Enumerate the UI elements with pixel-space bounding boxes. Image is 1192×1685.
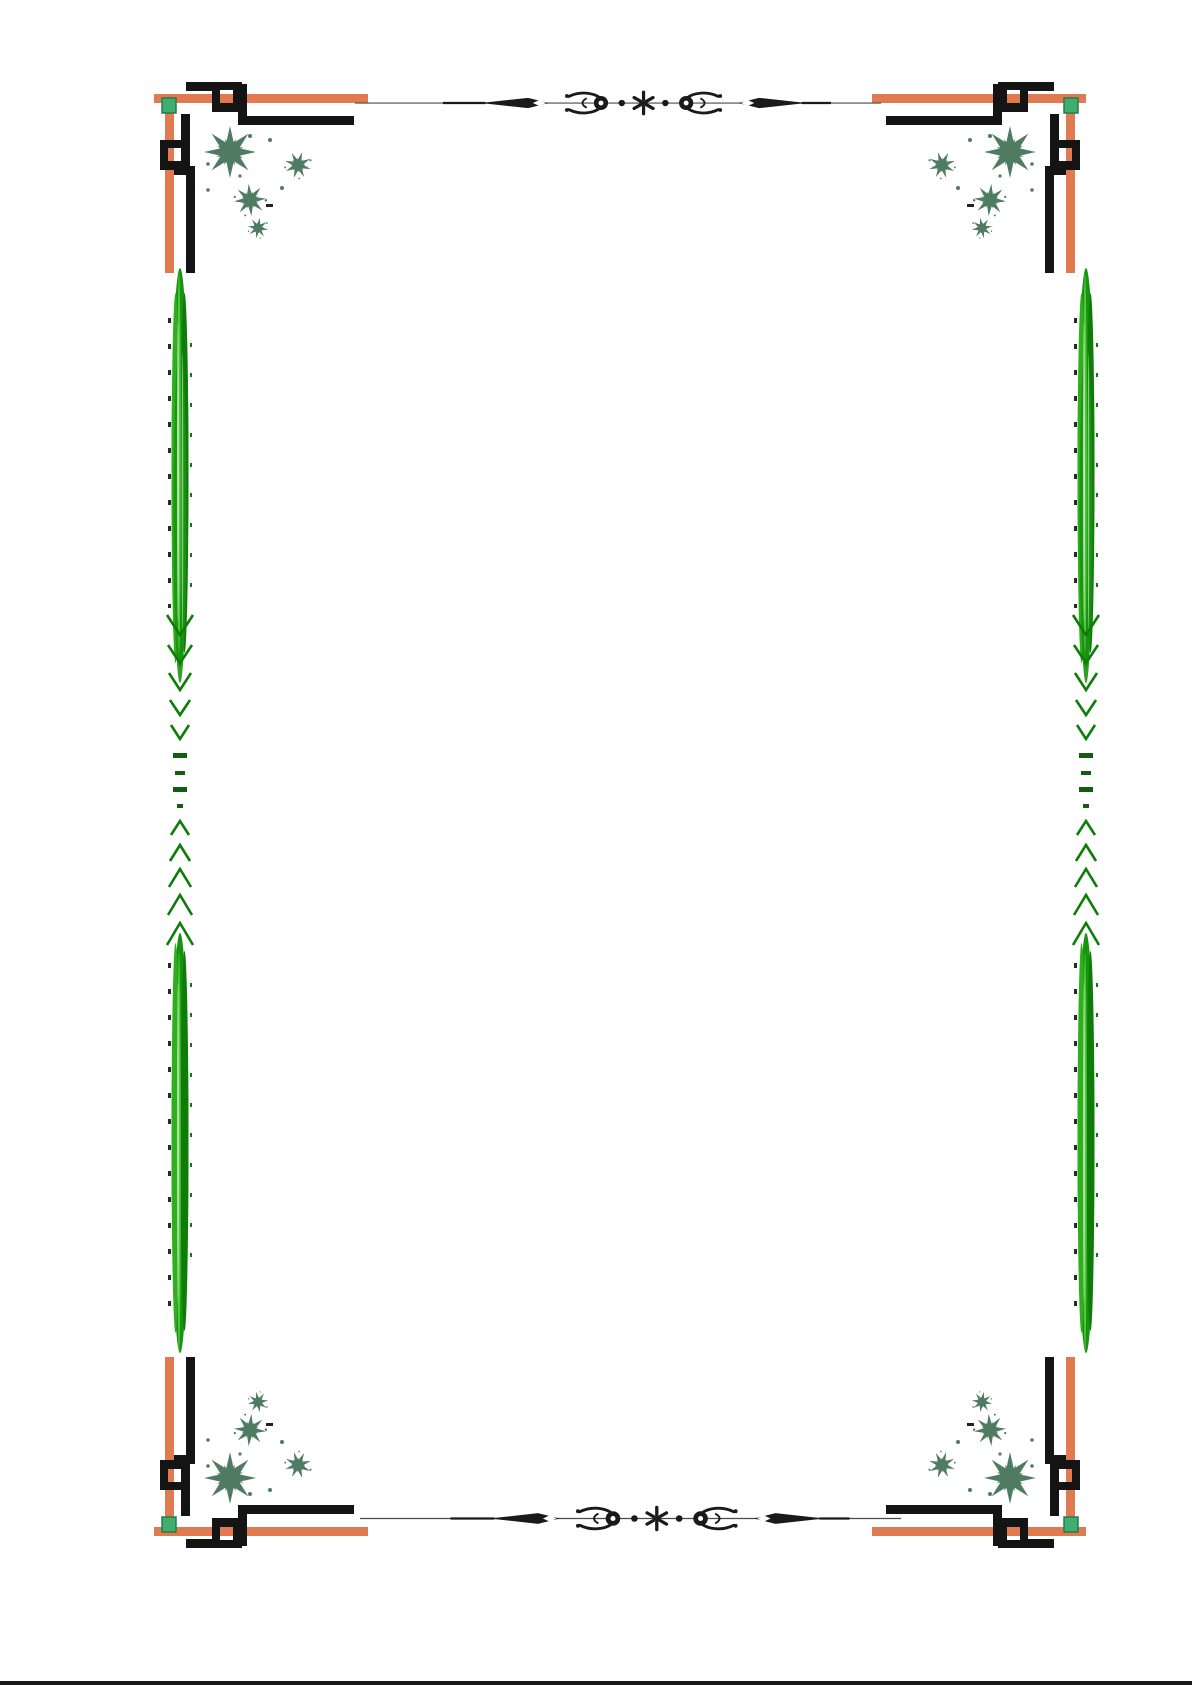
top-divider-ornament (353, 88, 883, 123)
calligraphic-divider-icon (358, 1505, 903, 1532)
greek-key-leaf-corner-icon (148, 1357, 368, 1552)
bottom-divider-ornament (358, 1503, 903, 1539)
corner-ornament-bottom-left (148, 1357, 368, 1552)
right-leaf-column-ornament (1069, 263, 1103, 1363)
greek-key-leaf-corner-icon (872, 78, 1092, 273)
corner-ornament-top-left (148, 78, 368, 273)
greek-key-leaf-corner-icon (872, 1357, 1092, 1552)
feather-leaf-column-icon (165, 266, 195, 1355)
left-leaf-column-ornament (163, 263, 197, 1363)
corner-ornament-top-right (872, 78, 1092, 273)
calligraphic-divider-icon (353, 90, 883, 116)
corner-ornament-bottom-right (872, 1357, 1092, 1552)
greek-key-leaf-corner-icon (148, 78, 368, 273)
feather-leaf-column-icon (1071, 266, 1101, 1355)
page-bottom-rule (0, 1681, 1192, 1685)
